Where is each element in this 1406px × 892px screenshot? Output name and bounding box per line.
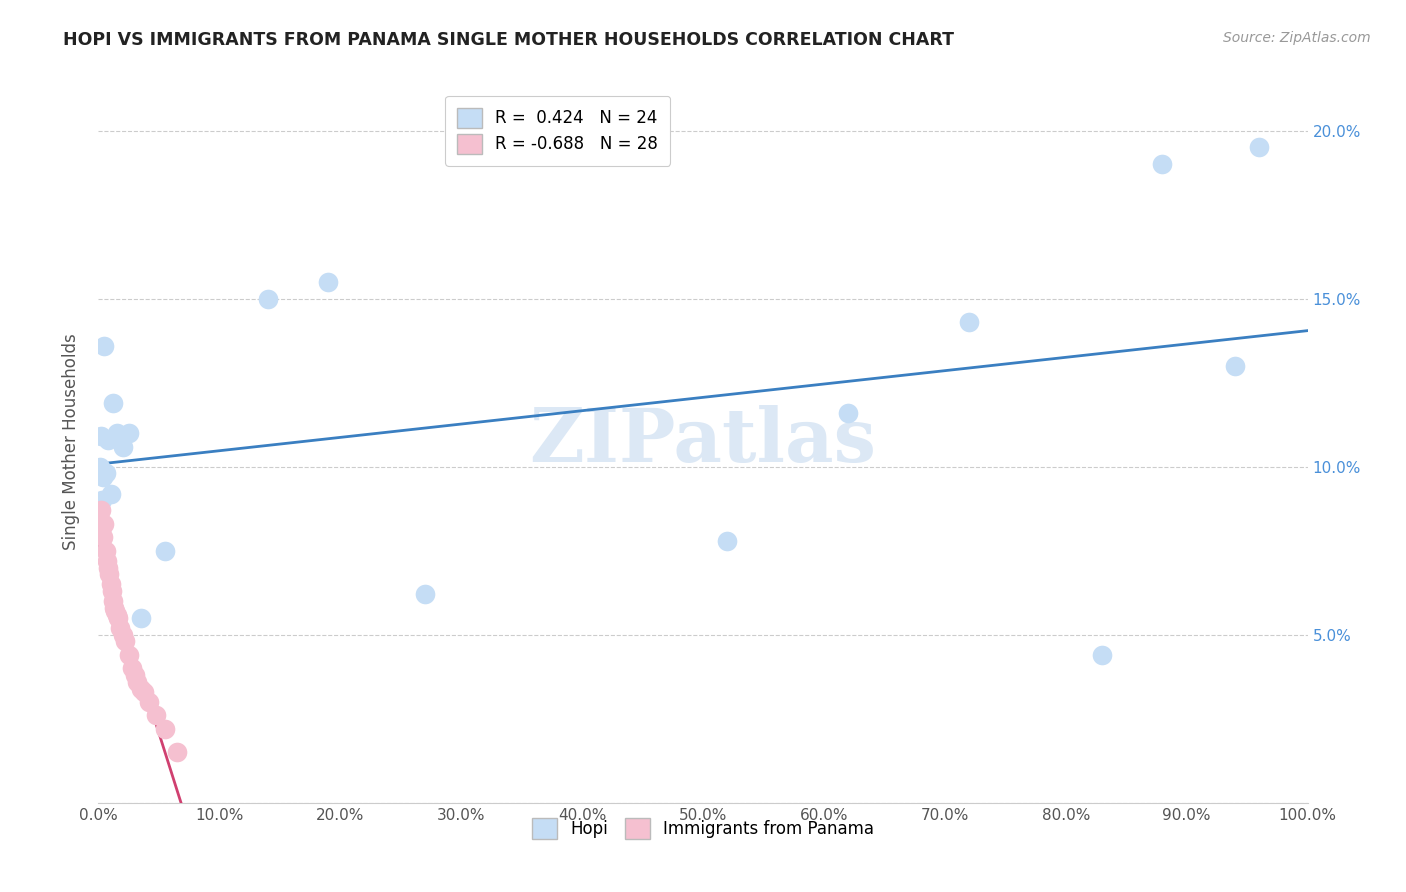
Y-axis label: Single Mother Households: Single Mother Households bbox=[62, 334, 80, 549]
Point bbox=[413, 587, 436, 601]
Point bbox=[100, 577, 122, 591]
Point bbox=[101, 594, 124, 608]
Point bbox=[89, 459, 111, 474]
Point bbox=[957, 315, 980, 329]
Point bbox=[94, 543, 117, 558]
Point bbox=[107, 611, 129, 625]
Point bbox=[108, 621, 131, 635]
Point bbox=[105, 607, 128, 622]
Point bbox=[111, 628, 134, 642]
Point bbox=[91, 520, 114, 534]
Point bbox=[101, 396, 124, 410]
Point bbox=[91, 530, 114, 544]
Point bbox=[1249, 140, 1271, 154]
Point bbox=[114, 634, 136, 648]
Point bbox=[1152, 157, 1174, 171]
Point bbox=[97, 560, 120, 574]
Point bbox=[104, 604, 127, 618]
Point bbox=[118, 648, 141, 662]
Point bbox=[134, 685, 156, 699]
Point bbox=[98, 567, 121, 582]
Point bbox=[129, 611, 152, 625]
Text: ZIPatlas: ZIPatlas bbox=[530, 405, 876, 478]
Point bbox=[90, 503, 112, 517]
Point bbox=[127, 674, 149, 689]
Point bbox=[97, 433, 120, 447]
Point bbox=[103, 600, 125, 615]
Point bbox=[121, 661, 143, 675]
Point bbox=[105, 426, 128, 441]
Legend: Hopi, Immigrants from Panama: Hopi, Immigrants from Panama bbox=[522, 808, 884, 848]
Point bbox=[90, 429, 112, 443]
Point bbox=[153, 543, 176, 558]
Point bbox=[94, 467, 117, 481]
Text: HOPI VS IMMIGRANTS FROM PANAMA SINGLE MOTHER HOUSEHOLDS CORRELATION CHART: HOPI VS IMMIGRANTS FROM PANAMA SINGLE MO… bbox=[63, 31, 955, 49]
Point bbox=[166, 745, 188, 759]
Text: Source: ZipAtlas.com: Source: ZipAtlas.com bbox=[1223, 31, 1371, 45]
Point bbox=[93, 516, 115, 531]
Point bbox=[93, 339, 115, 353]
Point bbox=[129, 681, 152, 696]
Point bbox=[118, 426, 141, 441]
Point bbox=[837, 406, 859, 420]
Point bbox=[100, 486, 122, 500]
Point bbox=[145, 708, 167, 723]
Point bbox=[1223, 359, 1246, 373]
Point bbox=[111, 440, 134, 454]
Point bbox=[91, 470, 114, 484]
Point bbox=[96, 554, 118, 568]
Point bbox=[153, 722, 176, 736]
Point bbox=[91, 493, 114, 508]
Point bbox=[316, 275, 339, 289]
Point bbox=[124, 668, 146, 682]
Point bbox=[138, 695, 160, 709]
Point bbox=[256, 292, 278, 306]
Point bbox=[716, 533, 738, 548]
Point bbox=[100, 584, 122, 599]
Point bbox=[1091, 648, 1114, 662]
